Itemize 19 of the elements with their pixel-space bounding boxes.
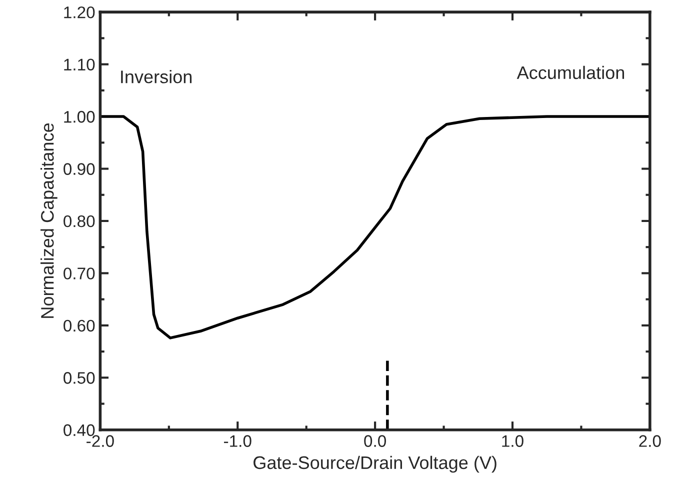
y-tick-label: 1.10 [64,58,95,71]
y-tick-label: 0.50 [64,372,95,384]
x-axis-title: Gate-Source/Drain Voltage (V) [254,456,496,473]
x-tick-label: -2.0 [86,435,114,447]
x-tick-label: 1.0 [502,435,524,447]
y-tick-label: 1.20 [64,6,95,18]
y-tick-label: 0.90 [64,163,95,175]
y-tick-label: 0.70 [64,268,95,280]
y-tick-label: 0.40 [64,424,95,436]
y-tick-label: 0.80 [64,215,95,228]
y-tick-label: 0.60 [64,320,95,332]
x-tick-label: 2.0 [639,435,661,447]
x-tick-label: 0.0 [364,435,386,447]
annotation: Accumulation [516,66,624,80]
x-tick-label: -1.0 [224,435,252,447]
y-axis-title: Normalized Capacitance [40,123,58,318]
line-series [100,115,650,340]
y-tick-label: 1.00 [64,110,95,123]
annotation: Inversion [121,70,192,84]
